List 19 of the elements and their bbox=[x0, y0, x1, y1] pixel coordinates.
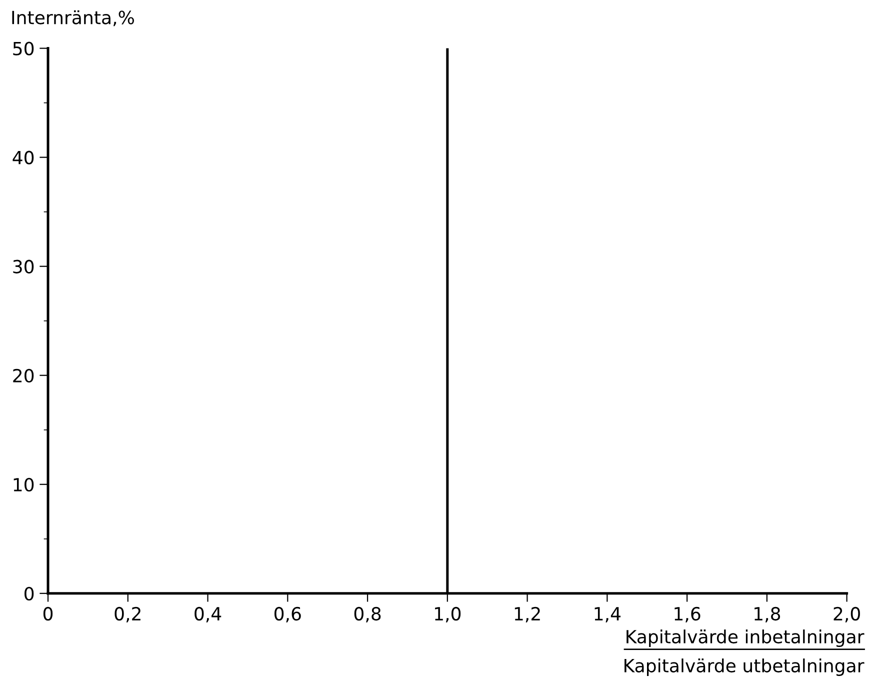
y-tick-label: 0 bbox=[24, 586, 34, 601]
y-tick-label: 40 bbox=[12, 150, 34, 164]
y-tick-label: 50 bbox=[13, 42, 34, 56]
y-tick-label: 10 bbox=[14, 478, 34, 492]
x-tick-label: 1,2 bbox=[514, 606, 540, 622]
x-tick-label: 1,8 bbox=[754, 606, 780, 622]
x-tick-label: 0,4 bbox=[194, 606, 222, 622]
x-tick-label: 0,8 bbox=[354, 606, 381, 622]
x-tick-label: 2,0 bbox=[834, 606, 860, 622]
x-axis-title: Kapitalvärde inbetalningar Kapitalvärde utbetalningar bbox=[624, 630, 864, 676]
y-tick-label: 30 bbox=[13, 260, 34, 274]
x-tick-label: 0 bbox=[43, 606, 53, 621]
x-tick-label: 0,6 bbox=[274, 606, 301, 622]
y-axis-title: Internränta,% bbox=[12, 10, 134, 26]
x-tick-label: 1,6 bbox=[674, 606, 700, 622]
x-tick-label: 0,2 bbox=[114, 606, 140, 622]
x-tick-label: 1,0 bbox=[435, 606, 461, 622]
x-tick-label: 1,4 bbox=[594, 607, 621, 622]
y-tick-label: 20 bbox=[13, 368, 34, 382]
